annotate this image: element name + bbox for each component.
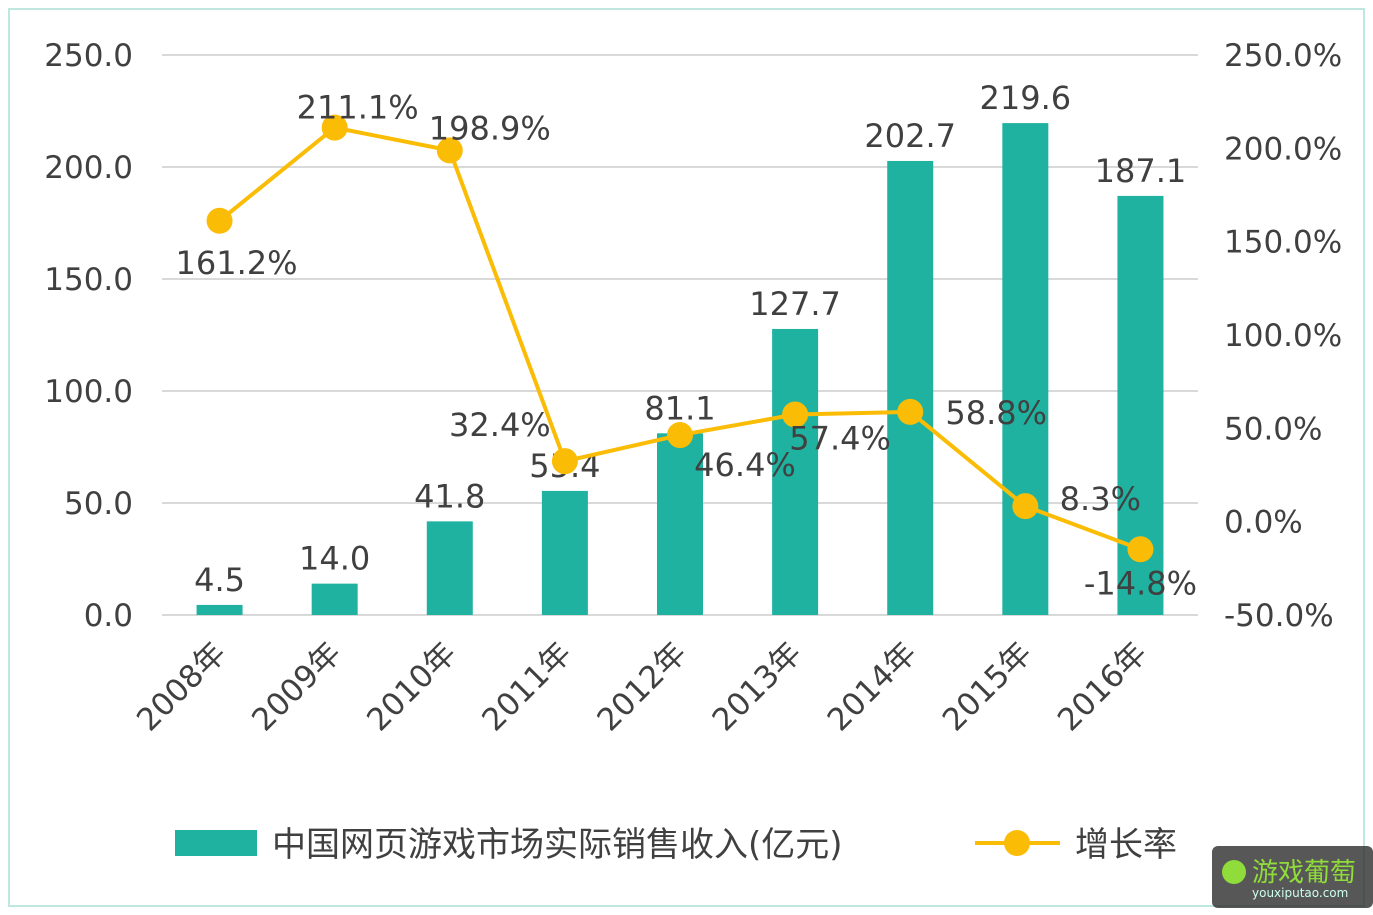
right-tick-label: 200.0% <box>1224 131 1342 167</box>
watermark-url: youxiputao.com <box>1252 886 1349 900</box>
watermark-logo: 游戏葡萄 youxiputao.com <box>1212 846 1373 908</box>
bar <box>196 604 243 615</box>
growth-value-label: 46.4% <box>694 446 796 484</box>
left-tick-label: 50.0 <box>64 486 133 522</box>
x-tick-label: 2016年 <box>1051 635 1154 738</box>
bar <box>1002 123 1049 615</box>
growth-value-label: 58.8% <box>945 394 1047 432</box>
growth-point <box>321 114 348 141</box>
right-tick-label: 150.0% <box>1224 225 1342 261</box>
legend-bar-label: 中国网页游戏市场实际销售收入(亿元) <box>272 825 843 865</box>
growth-value-label: 161.2% <box>176 244 298 282</box>
growth-point <box>551 448 578 475</box>
bar <box>541 490 588 615</box>
right-tick-label: -50.0% <box>1224 598 1334 634</box>
left-tick-label: 200.0 <box>44 150 133 186</box>
growth-point <box>897 398 924 425</box>
right-tick-label: 50.0% <box>1224 411 1322 447</box>
legend-bar-swatch <box>175 830 257 856</box>
x-tick-label: 2013年 <box>706 635 809 738</box>
growth-value-label: 8.3% <box>1060 480 1141 518</box>
bar-value-label: 81.1 <box>644 389 715 427</box>
left-tick-label: 100.0 <box>44 374 133 410</box>
bar <box>772 328 819 615</box>
right-tick-label: 0.0% <box>1224 505 1303 541</box>
right-tick-label: 250.0% <box>1224 38 1342 74</box>
growth-value-label: 198.9% <box>429 109 551 147</box>
growth-point <box>1012 493 1039 520</box>
bar-value-label: 202.7 <box>864 117 956 155</box>
bar <box>311 583 358 615</box>
growth-value-label: -14.8% <box>1084 564 1197 602</box>
left-tick-label: 0.0 <box>84 598 133 634</box>
grape-icon <box>1222 860 1246 884</box>
growth-point <box>206 207 233 234</box>
x-tick-label: 2012年 <box>590 635 693 738</box>
bar <box>657 433 703 615</box>
left-tick-label: 250.0 <box>44 38 133 74</box>
growth-value-label: 211.1% <box>297 89 419 127</box>
bar-value-label: 187.1 <box>1095 152 1187 190</box>
watermark-text: 游戏葡萄 <box>1252 858 1357 888</box>
right-tick-label: 100.0% <box>1224 318 1342 354</box>
bar-value-label: 4.5 <box>194 561 245 599</box>
bar <box>426 521 473 615</box>
x-tick-label: 2008年 <box>130 635 233 738</box>
x-tick-label: 2015年 <box>936 635 1039 738</box>
growth-point <box>1127 536 1154 563</box>
x-tick-label: 2009年 <box>245 635 348 738</box>
legend-line-label: 增长率 <box>1075 825 1177 865</box>
left-tick-label: 150.0 <box>44 262 133 298</box>
growth-value-label: 57.4% <box>789 420 891 458</box>
bar-value-label: 14.0 <box>299 540 370 578</box>
bar-value-label: 219.6 <box>980 79 1072 117</box>
bar-value-label: 41.8 <box>414 477 485 515</box>
legend-line-marker <box>1004 830 1030 856</box>
x-tick-label: 2014年 <box>821 635 924 738</box>
chart-frame <box>8 8 1365 907</box>
x-tick-label: 2010年 <box>360 635 463 738</box>
bar-value-label: 127.7 <box>749 285 841 323</box>
x-tick-label: 2011年 <box>475 635 578 738</box>
growth-point <box>782 401 809 428</box>
growth-value-label: 32.4% <box>449 406 551 444</box>
bar <box>887 160 934 615</box>
growth-point <box>667 422 693 449</box>
growth-point <box>436 137 463 164</box>
